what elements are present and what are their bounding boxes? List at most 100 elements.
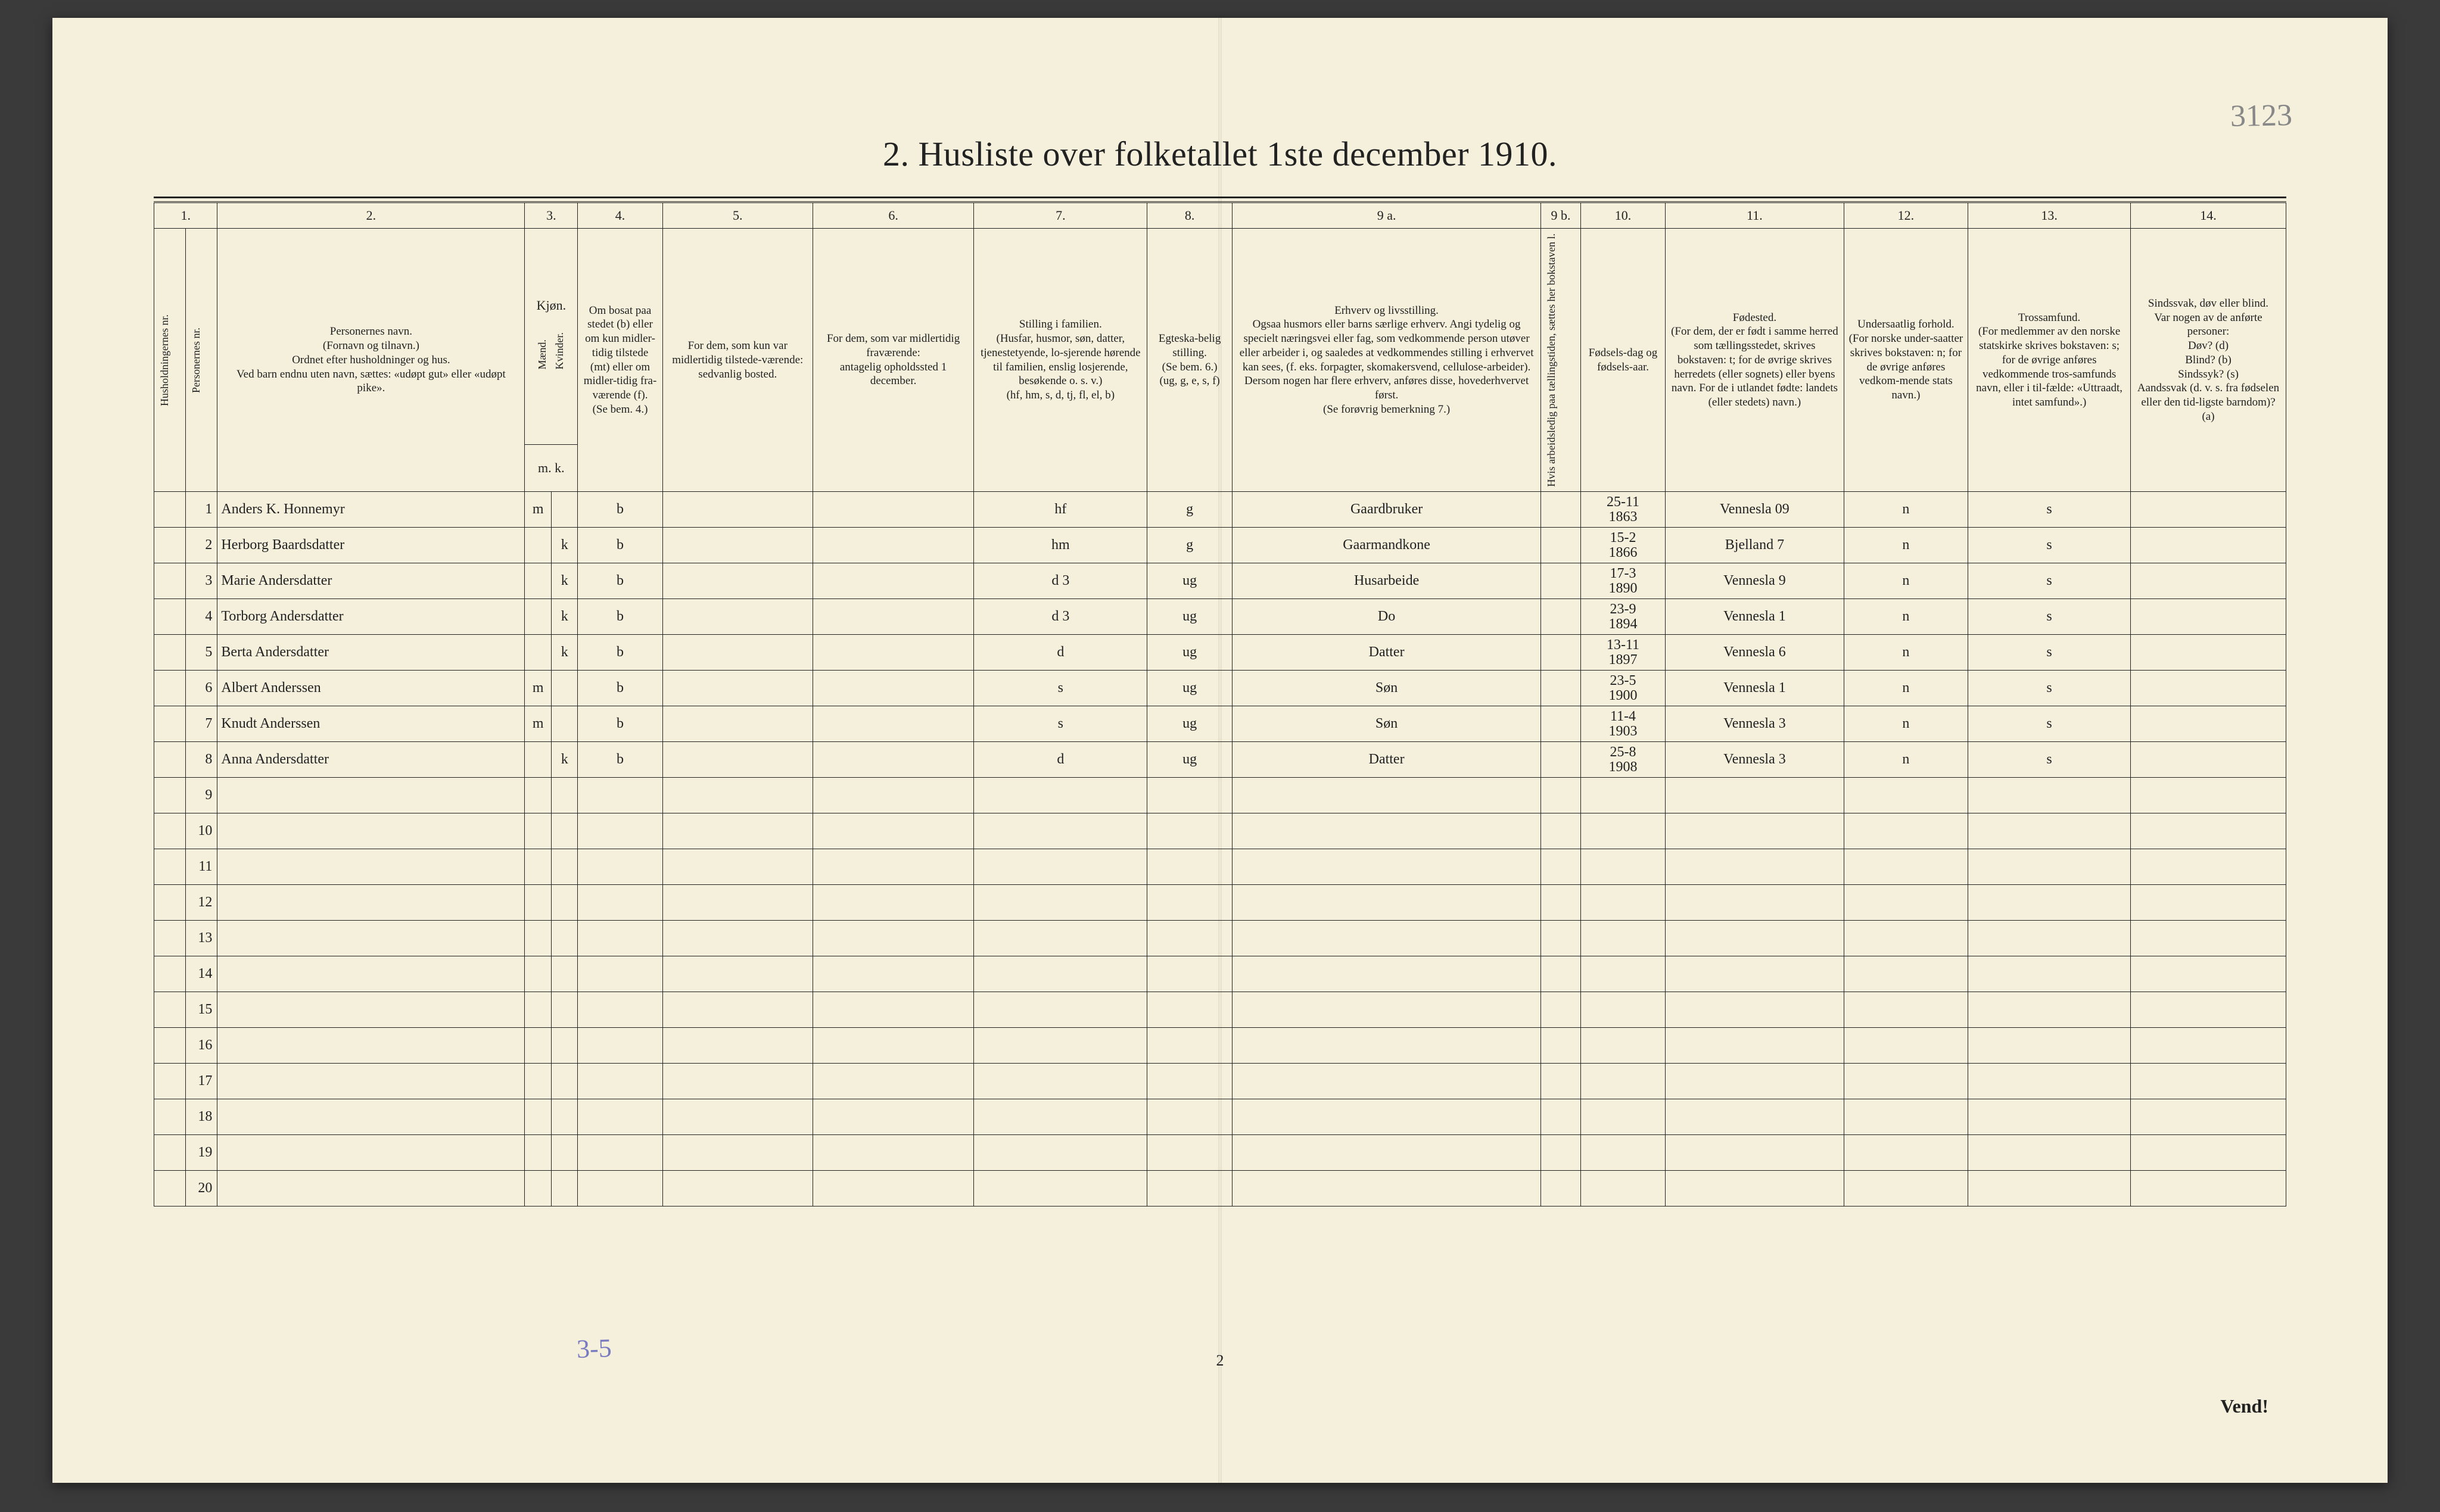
residence-cell: [578, 1064, 662, 1099]
unemployed-cell: [1541, 671, 1581, 706]
sex-m-cell: [525, 528, 552, 563]
birthplace-cell: Vennesla 09: [1666, 492, 1844, 528]
residence-cell: b: [578, 635, 662, 671]
colnum: 13.: [1968, 203, 2131, 229]
family-position-cell: [974, 1028, 1147, 1064]
temp-absent-cell: [813, 813, 974, 849]
column-number-row: 1. 2. 3. 4. 5. 6. 7. 8. 9 a. 9 b. 10. 11…: [154, 203, 2286, 229]
temp-present-cell: [662, 528, 813, 563]
marital-cell: [1147, 1064, 1233, 1099]
sex-m-cell: [525, 599, 552, 635]
nationality-cell: [1844, 1171, 1968, 1207]
occupation-cell: [1232, 813, 1540, 849]
col-header-family-position: Stilling i familien.(Husfar, husmor, søn…: [974, 229, 1147, 492]
birthplace-cell: [1666, 1064, 1844, 1099]
birthdate-cell: 13-111897: [1580, 635, 1665, 671]
name-cell: Albert Anderssen: [217, 671, 525, 706]
birthplace-cell: [1666, 1135, 1844, 1171]
unemployed-cell: [1541, 956, 1581, 992]
paper: 3123 2. Husliste over folketallet 1ste d…: [52, 18, 2388, 1483]
household-nr-cell: [154, 1099, 186, 1135]
household-nr-cell: [154, 1135, 186, 1171]
disability-cell: [2131, 885, 2286, 921]
col-header-sex: Kjøn. Mænd. Kvinder.: [525, 229, 578, 445]
marital-cell: ug: [1147, 671, 1233, 706]
unemployed-cell: [1541, 813, 1581, 849]
col-header-name: Personernes navn.(Fornavn og tilnavn.)Or…: [217, 229, 525, 492]
occupation-cell: [1232, 956, 1540, 992]
religion-cell: [1968, 1099, 2131, 1135]
occupation-cell: [1232, 1135, 1540, 1171]
temp-present-cell: [662, 671, 813, 706]
vertical-label: Kvinder.: [553, 330, 567, 372]
disability-cell: [2131, 599, 2286, 635]
disability-cell: [2131, 778, 2286, 813]
birthdate-cell: 23-91894: [1580, 599, 1665, 635]
person-nr-cell: 17: [186, 1064, 217, 1099]
colnum: 9 a.: [1232, 203, 1540, 229]
sex-k-cell: [552, 849, 578, 885]
occupation-cell: [1232, 1099, 1540, 1135]
birthplace-cell: Vennesla 1: [1666, 671, 1844, 706]
col-header-person-nr: Personernes nr.: [186, 229, 217, 492]
name-cell: [217, 1135, 525, 1171]
sex-m-cell: [525, 956, 552, 992]
unemployed-cell: [1541, 1135, 1581, 1171]
person-nr-cell: 18: [186, 1099, 217, 1135]
table-row: 17: [154, 1064, 2286, 1099]
marital-cell: [1147, 921, 1233, 956]
residence-cell: b: [578, 563, 662, 599]
religion-cell: [1968, 885, 2131, 921]
col-header-religion: Trossamfund.(For medlemmer av den norske…: [1968, 229, 2131, 492]
birthplace-cell: [1666, 778, 1844, 813]
person-nr-cell: 12: [186, 885, 217, 921]
disability-cell: [2131, 492, 2286, 528]
occupation-cell: Søn: [1232, 671, 1540, 706]
sex-m-cell: [525, 1064, 552, 1099]
nationality-cell: n: [1844, 706, 1968, 742]
occupation-cell: [1232, 1028, 1540, 1064]
household-nr-cell: [154, 742, 186, 778]
occupation-cell: [1232, 1064, 1540, 1099]
vertical-label: Personernes nr.: [189, 325, 204, 395]
household-nr-cell: [154, 1171, 186, 1207]
nationality-cell: [1844, 778, 1968, 813]
marital-cell: ug: [1147, 635, 1233, 671]
household-nr-cell: [154, 635, 186, 671]
unemployed-cell: [1541, 849, 1581, 885]
nationality-cell: [1844, 921, 1968, 956]
name-cell: [217, 1064, 525, 1099]
sex-m-cell: [525, 992, 552, 1028]
table-row: 16: [154, 1028, 2286, 1064]
name-cell: [217, 849, 525, 885]
religion-cell: [1968, 1028, 2131, 1064]
temp-present-cell: [662, 706, 813, 742]
temp-present-cell: [662, 849, 813, 885]
birthdate-cell: 23-51900: [1580, 671, 1665, 706]
family-position-cell: d: [974, 742, 1147, 778]
marital-cell: ug: [1147, 742, 1233, 778]
temp-present-cell: [662, 921, 813, 956]
person-nr-cell: 15: [186, 992, 217, 1028]
table-row: 8Anna AndersdatterkbdugDatter25-81908Ven…: [154, 742, 2286, 778]
religion-cell: [1968, 992, 2131, 1028]
birthdate-cell: [1580, 1028, 1665, 1064]
sex-m-cell: [525, 563, 552, 599]
disability-cell: [2131, 635, 2286, 671]
residence-cell: [578, 1028, 662, 1064]
occupation-cell: Gaarmandkone: [1232, 528, 1540, 563]
temp-absent-cell: [813, 885, 974, 921]
table-row: 9: [154, 778, 2286, 813]
colnum: 3.: [525, 203, 578, 229]
disability-cell: [2131, 1028, 2286, 1064]
residence-cell: b: [578, 599, 662, 635]
unemployed-cell: [1541, 885, 1581, 921]
marital-cell: ug: [1147, 706, 1233, 742]
col-header-residence: Om bosat paa stedet (b) eller om kun mid…: [578, 229, 662, 492]
sex-m-cell: [525, 1099, 552, 1135]
sex-k-cell: [552, 706, 578, 742]
page-title: 2. Husliste over folketallet 1ste decemb…: [52, 134, 2388, 174]
temp-absent-cell: [813, 992, 974, 1028]
disability-cell: [2131, 563, 2286, 599]
disability-cell: [2131, 956, 2286, 992]
